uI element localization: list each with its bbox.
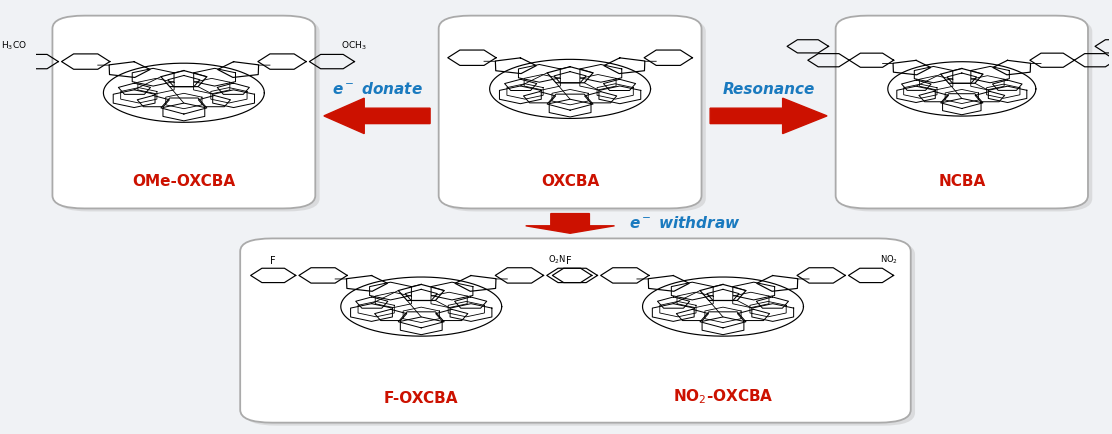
Text: e$^-$ donate: e$^-$ donate — [331, 81, 423, 97]
FancyBboxPatch shape — [245, 241, 915, 426]
Polygon shape — [526, 214, 615, 233]
Text: Resonance: Resonance — [723, 82, 815, 97]
Text: e$^-$ withdraw: e$^-$ withdraw — [629, 215, 741, 231]
FancyBboxPatch shape — [443, 19, 706, 211]
Polygon shape — [711, 98, 827, 134]
FancyBboxPatch shape — [840, 19, 1092, 211]
Text: F: F — [566, 256, 572, 266]
Text: F-OXCBA: F-OXCBA — [384, 391, 458, 405]
Text: NO$_2$: NO$_2$ — [880, 253, 898, 266]
Text: OCH$_3$: OCH$_3$ — [341, 39, 367, 52]
FancyBboxPatch shape — [240, 238, 911, 423]
Text: H$_3$CO: H$_3$CO — [1, 39, 27, 52]
FancyBboxPatch shape — [52, 16, 316, 208]
Text: F: F — [270, 256, 276, 266]
Text: OMe-OXCBA: OMe-OXCBA — [132, 174, 236, 189]
Text: NO$_2$-OXCBA: NO$_2$-OXCBA — [673, 387, 773, 405]
FancyBboxPatch shape — [835, 16, 1088, 208]
Text: O$_2$N: O$_2$N — [548, 253, 566, 266]
FancyBboxPatch shape — [438, 16, 702, 208]
Text: OXCBA: OXCBA — [540, 174, 599, 189]
Polygon shape — [324, 98, 430, 134]
FancyBboxPatch shape — [57, 19, 319, 211]
Text: NCBA: NCBA — [939, 174, 985, 189]
